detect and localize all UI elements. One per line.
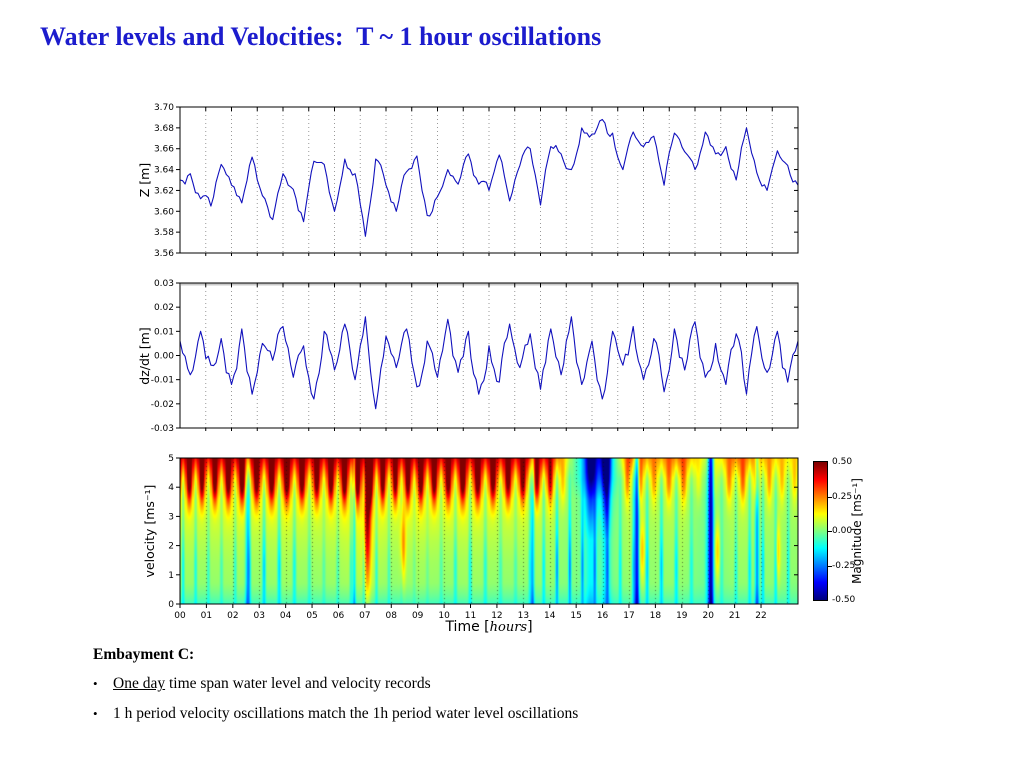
svg-text:15: 15 (570, 611, 581, 621)
svg-text:20: 20 (702, 611, 714, 621)
svg-text:3.56: 3.56 (154, 249, 174, 259)
svg-text:3.70: 3.70 (154, 103, 174, 113)
svg-text:07: 07 (359, 611, 370, 621)
svg-text:0.00: 0.00 (154, 352, 174, 362)
svg-text:0.02: 0.02 (154, 303, 174, 313)
svg-text:03: 03 (254, 611, 265, 621)
colorbar-tick-mark (828, 565, 832, 567)
svg-text:-0.03: -0.03 (151, 424, 174, 434)
svg-text:00: 00 (174, 611, 186, 621)
svg-text:0: 0 (168, 600, 174, 610)
svg-text:17: 17 (623, 611, 634, 621)
svg-text:-0.01: -0.01 (151, 376, 174, 386)
svg-text:2: 2 (168, 542, 174, 552)
colorbar (814, 462, 827, 600)
notes-heading: Embayment C: (93, 646, 195, 663)
svg-text:18: 18 (650, 611, 662, 621)
svg-text:5: 5 (168, 454, 174, 464)
svg-text:0.03: 0.03 (154, 279, 174, 289)
svg-text:3.62: 3.62 (154, 186, 174, 196)
svg-text:10: 10 (438, 611, 450, 621)
bullet-marker-icon: • (93, 676, 98, 691)
svg-text:0.01: 0.01 (154, 327, 174, 337)
svg-text:3.68: 3.68 (154, 124, 174, 134)
svg-text:12: 12 (491, 611, 502, 621)
svg-text:21: 21 (729, 611, 740, 621)
svg-text:16: 16 (597, 611, 609, 621)
colorbar-label: Magnitude [ms⁻¹] (850, 478, 864, 584)
svg-text:19: 19 (676, 611, 688, 621)
colorbar-tick: -0.25 (832, 560, 856, 571)
colorbar-tick: 0.25 (832, 491, 853, 502)
bullet-text: One day time span water level and veloci… (113, 675, 431, 692)
svg-text:3.64: 3.64 (154, 166, 174, 176)
svg-text:3.58: 3.58 (154, 228, 174, 238)
bullet-item: • One day time span water level and velo… (93, 674, 813, 693)
slide-title: Water levels and Velocities: T ~ 1 hour … (40, 22, 602, 51)
svg-text:05: 05 (306, 611, 317, 621)
svg-text:11: 11 (465, 611, 476, 621)
svg-text:3: 3 (168, 512, 174, 522)
bullet-item: • 1 h period velocity oscillations match… (93, 704, 813, 723)
colorbar-tick-mark (828, 496, 832, 498)
svg-text:3.60: 3.60 (154, 207, 174, 217)
velocity-heatmap (180, 458, 798, 604)
bullet-text: 1 h period velocity oscillations match t… (113, 705, 579, 722)
colorbar-tick: 0.00 (832, 526, 853, 536)
notes-block: Embayment C: • One day time span water l… (93, 646, 813, 734)
svg-text:06: 06 (333, 611, 345, 621)
svg-text:22: 22 (755, 611, 766, 621)
colorbar-tick: 0.50 (832, 457, 853, 467)
svg-text:09: 09 (412, 611, 424, 621)
svg-text:08: 08 (386, 611, 398, 621)
svg-text:04: 04 (280, 611, 292, 621)
svg-text:13: 13 (518, 611, 529, 621)
dzdt-chart: -0.03 -0.02 -0.01 0.00 0.01 0.02 0.03 (151, 279, 799, 434)
water-level-chart: 3.56 3.58 3.60 3.62 3.64 3.66 3.68 3.70 (154, 103, 799, 259)
svg-text:4: 4 (168, 483, 174, 493)
time-axis-label: Time [hours] (445, 619, 533, 635)
colorbar-tick: -0.50 (832, 595, 856, 605)
svg-text:-0.02: -0.02 (151, 400, 174, 410)
bullet-marker-icon: • (93, 706, 98, 721)
svg-text:01: 01 (201, 611, 212, 621)
svg-text:3.66: 3.66 (154, 145, 174, 155)
svg-text:1: 1 (168, 571, 174, 581)
colorbar-tick-mark (828, 531, 832, 532)
svg-text:02: 02 (227, 611, 238, 621)
svg-text:14: 14 (544, 611, 556, 621)
